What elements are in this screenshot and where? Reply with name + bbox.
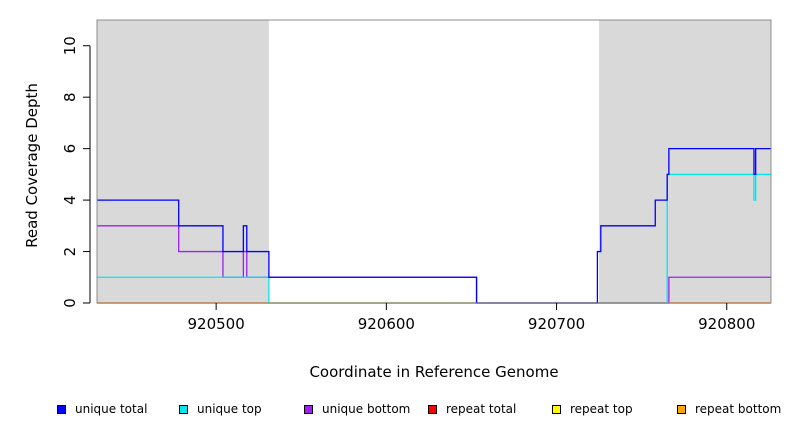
y-axis: 0 2 4 6 8 10 bbox=[61, 36, 91, 308]
x-axis-label: Coordinate in Reference Genome bbox=[309, 363, 558, 381]
legend-swatch bbox=[304, 404, 313, 414]
legend-label: repeat total bbox=[446, 402, 517, 416]
y-tick-label: 4 bbox=[61, 195, 79, 205]
shaded-region-1 bbox=[97, 20, 269, 303]
legend-item-repeat-bottom: repeat bottom bbox=[677, 400, 781, 418]
legend-swatch bbox=[179, 404, 188, 414]
y-tick-label: 0 bbox=[61, 298, 79, 308]
legend-item-repeat-top: repeat top bbox=[552, 400, 633, 418]
x-axis: 920500 920600 920700 920800 bbox=[188, 303, 755, 333]
shaded-regions bbox=[97, 20, 771, 303]
shaded-region-2 bbox=[599, 20, 771, 303]
x-tick-label: 920500 bbox=[188, 315, 245, 333]
legend-item-unique-top: unique top bbox=[179, 400, 262, 418]
legend-item-repeat-total: repeat total bbox=[428, 400, 516, 418]
y-axis-label: Read Coverage Depth bbox=[23, 83, 41, 248]
y-tick-label: 10 bbox=[61, 36, 79, 55]
legend-label: unique total bbox=[75, 402, 148, 416]
plot-frame bbox=[96, 19, 772, 304]
legend-label: unique top bbox=[197, 402, 262, 416]
legend-label: repeat top bbox=[570, 402, 633, 416]
legend-swatch bbox=[428, 404, 437, 414]
legend-item-unique-total: unique total bbox=[57, 400, 147, 418]
legend-swatch bbox=[57, 404, 66, 414]
y-tick-label: 8 bbox=[61, 92, 79, 102]
legend-swatch bbox=[677, 404, 686, 414]
legend-label: unique bottom bbox=[322, 402, 411, 416]
legend: unique total unique top unique bottom repea… bbox=[0, 400, 792, 418]
legend-swatch bbox=[552, 404, 561, 414]
x-tick-label: 920800 bbox=[698, 315, 755, 333]
legend-label: repeat bottom bbox=[695, 402, 782, 416]
legend-item-unique-bottom: unique bottom bbox=[304, 400, 410, 418]
y-tick-label: 2 bbox=[61, 247, 79, 257]
y-tick-label: 6 bbox=[61, 144, 79, 154]
series-line-unique-total bbox=[97, 147, 771, 304]
x-tick-label: 920700 bbox=[528, 315, 585, 333]
x-tick-label: 920600 bbox=[358, 315, 415, 333]
